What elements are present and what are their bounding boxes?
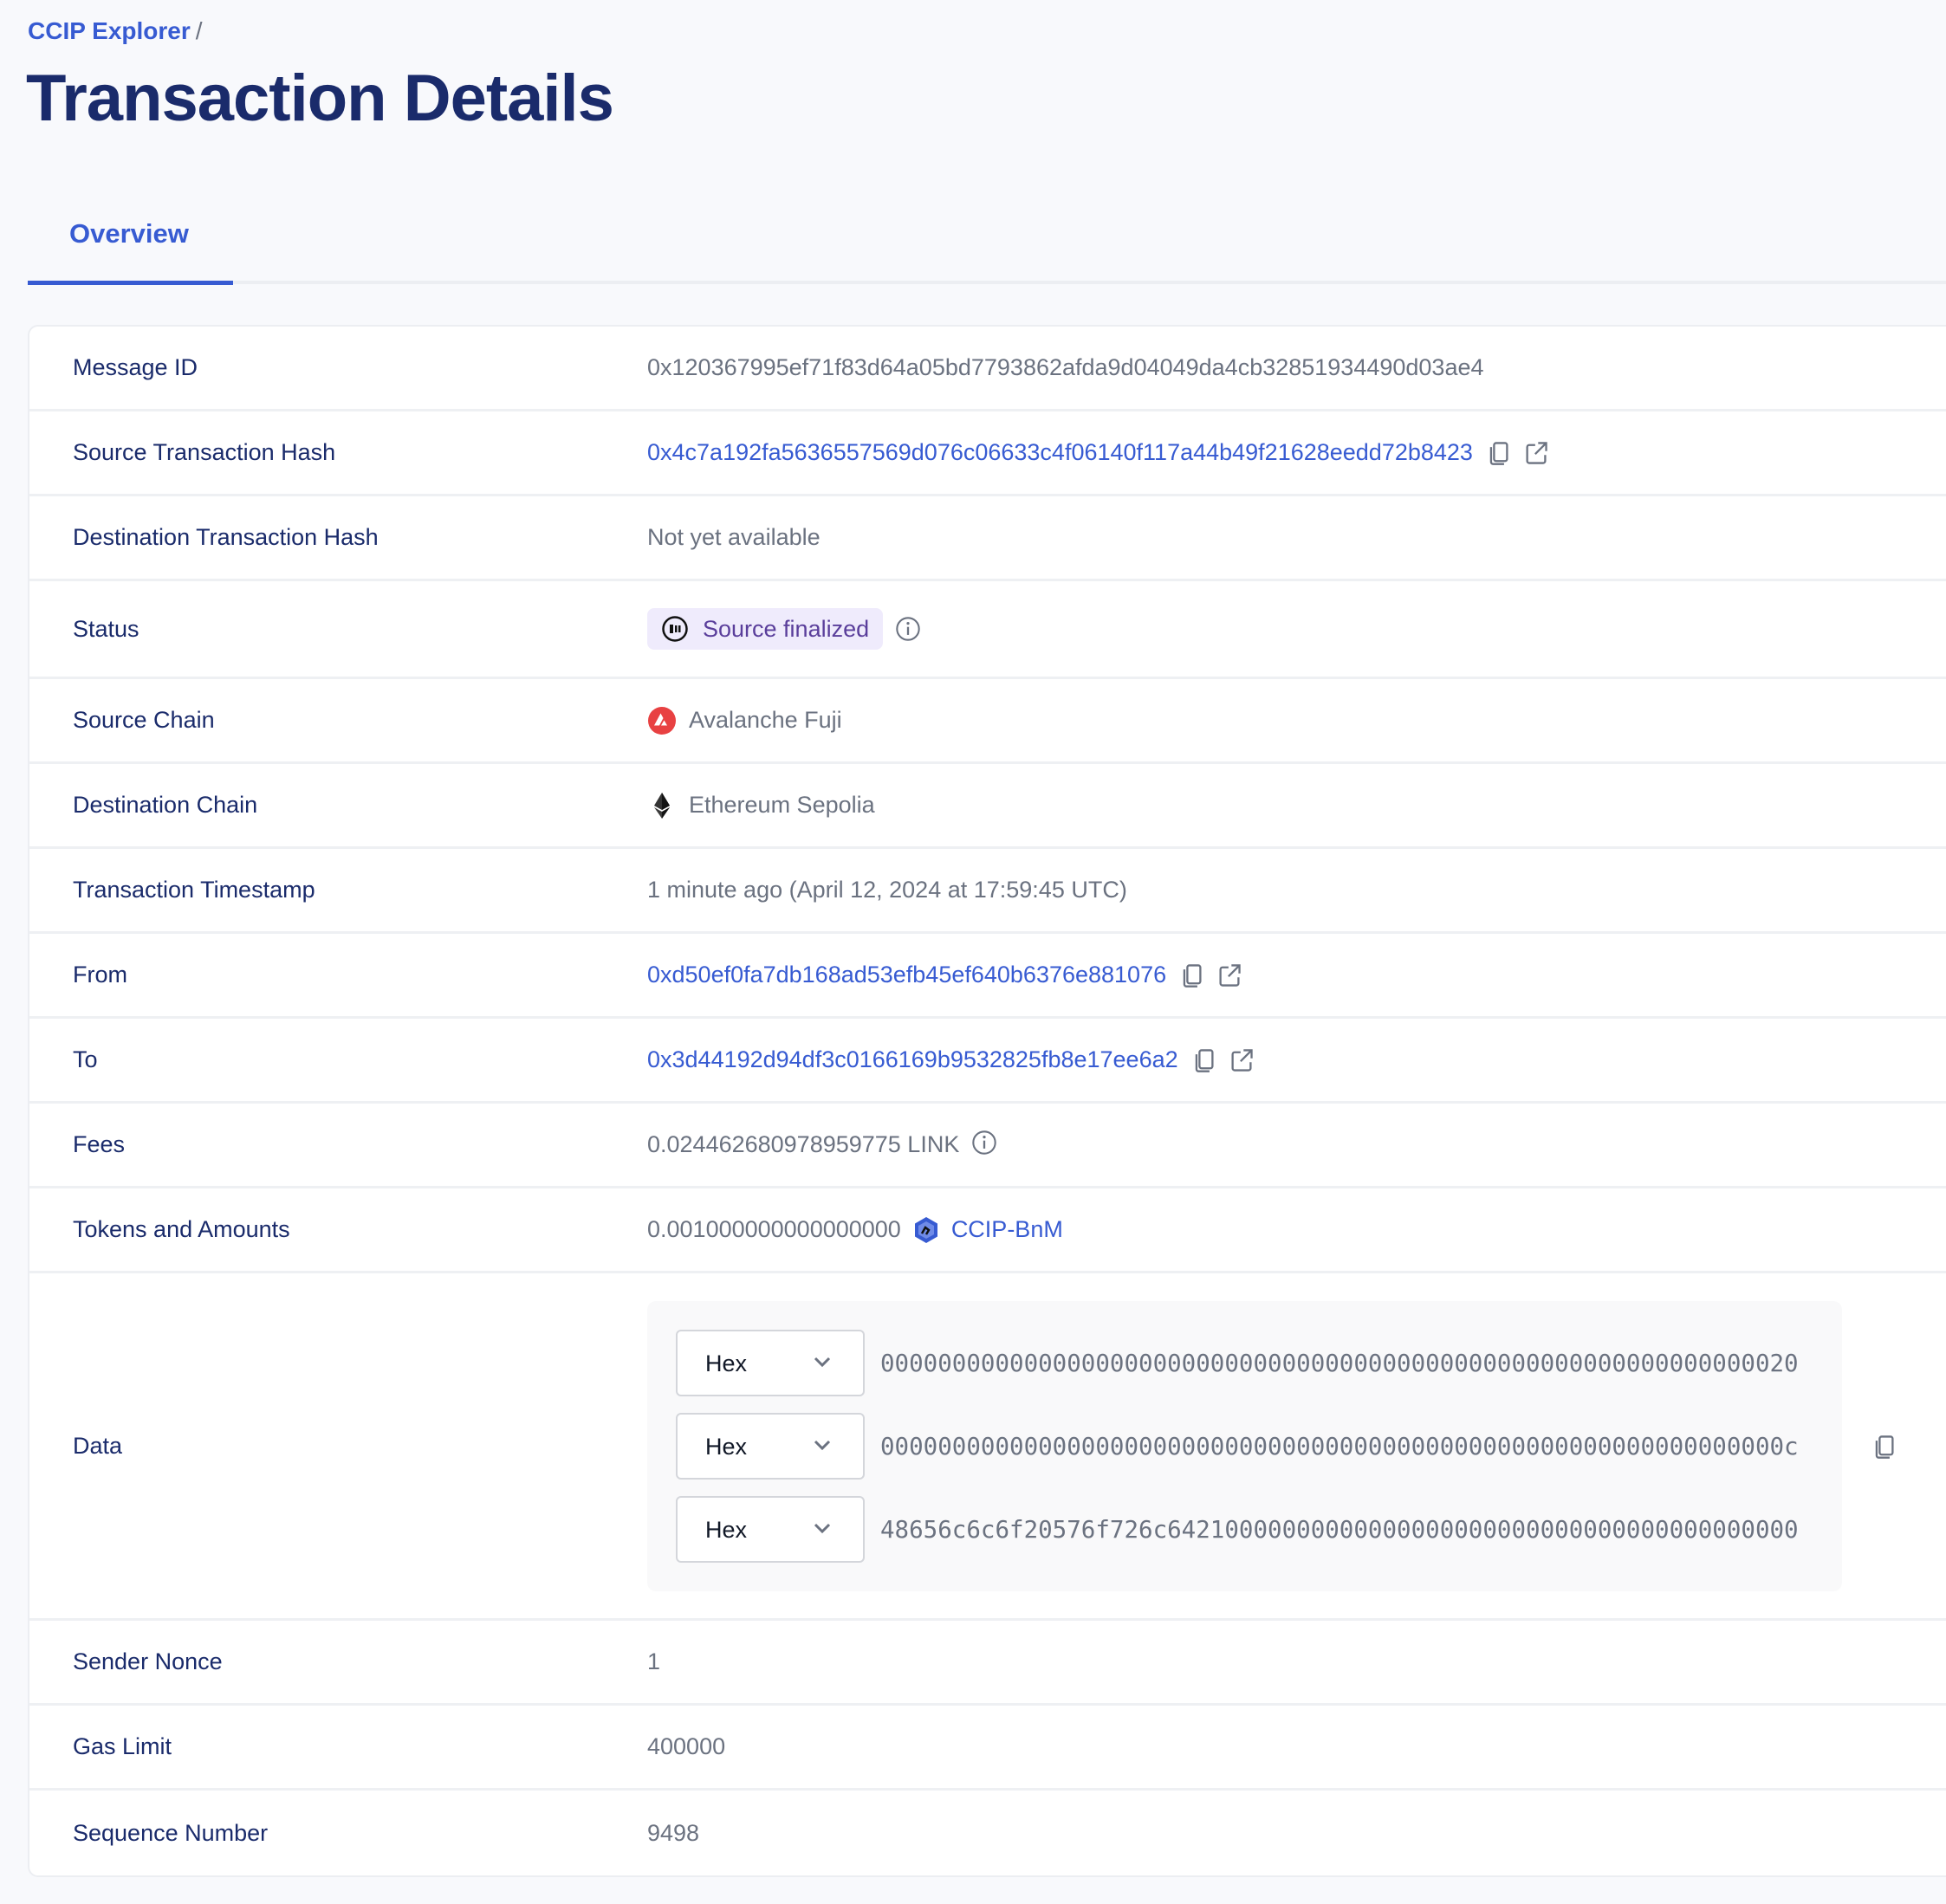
format-select[interactable]: Hex	[676, 1496, 865, 1563]
row-sender-nonce: Sender Nonce 1	[29, 1621, 1946, 1706]
tab-bar: Overview	[28, 199, 1946, 285]
chevron-down-icon	[814, 1523, 831, 1534]
info-icon[interactable]	[895, 616, 921, 642]
breadcrumb-ccip-explorer-link[interactable]: CCIP Explorer	[28, 17, 191, 44]
pause-circle-icon	[662, 616, 688, 642]
row-gas-limit: Gas Limit 400000	[29, 1706, 1946, 1791]
row-fees: Fees 0.024462680978959775 LINK	[29, 1104, 1946, 1188]
format-select-value: Hex	[705, 1350, 748, 1376]
ethereum-icon	[654, 792, 670, 819]
page-title: Transaction Details	[26, 62, 614, 135]
data-line: Hex 000000000000000000000000000000000000…	[676, 1413, 1799, 1480]
format-select-value: Hex	[705, 1434, 748, 1460]
label: Destination Transaction Hash	[73, 524, 379, 550]
gas-limit-value: 400000	[647, 1733, 726, 1759]
copy-icon[interactable]	[1485, 440, 1511, 466]
label: To	[73, 1046, 98, 1072]
status-text: Source finalized	[703, 615, 870, 642]
label: Data	[73, 1432, 123, 1459]
row-status: Status Source finalized	[29, 581, 1946, 679]
row-tokens-amounts: Tokens and Amounts 0.001000000000000000 …	[29, 1188, 1946, 1273]
data-line: Hex 48656c6c6f20576f726c6421000000000000…	[676, 1496, 1799, 1563]
chevron-down-icon	[814, 1440, 831, 1451]
row-destination-chain: Destination Chain Ethereum Sepolia	[29, 764, 1946, 849]
fees-value: 0.024462680978959775 LINK	[647, 1131, 960, 1157]
row-dest-tx-hash: Destination Transaction Hash Not yet ava…	[29, 496, 1946, 581]
from-address-link[interactable]: 0xd50ef0fa7db168ad53efb45ef640b6376e8810…	[647, 962, 1167, 988]
format-select[interactable]: Hex	[676, 1413, 865, 1480]
label: Sender Nonce	[73, 1648, 223, 1674]
label: Source Chain	[73, 707, 215, 733]
breadcrumb: CCIP Explorer /	[28, 17, 203, 45]
copy-icon[interactable]	[1871, 1434, 1897, 1460]
data-box: Hex 000000000000000000000000000000000000…	[647, 1301, 1842, 1591]
avalanche-icon	[648, 706, 676, 735]
row-data: Data Hex 0000000000000000000000000000000…	[29, 1273, 1946, 1621]
external-link-icon[interactable]	[1523, 440, 1549, 466]
source-chain-name: Avalanche Fuji	[689, 707, 842, 733]
breadcrumb-separator: /	[195, 17, 203, 44]
label: Status	[73, 615, 139, 642]
data-hex-value: 48656c6c6f20576f726c64210000000000000000…	[880, 1515, 1799, 1544]
message-id-value: 0x120367995ef71f83d64a05bd7793862afda9d0…	[647, 354, 1484, 380]
row-source-tx-hash: Source Transaction Hash 0x4c7a192fa56365…	[29, 411, 1946, 496]
external-link-icon[interactable]	[1216, 962, 1242, 988]
label: Gas Limit	[73, 1733, 172, 1759]
label: Sequence Number	[73, 1819, 269, 1846]
chevron-down-icon	[814, 1357, 831, 1368]
ccip-bnm-token-icon	[914, 1216, 937, 1243]
source-tx-hash-link[interactable]: 0x4c7a192fa5636557569d076c06633c4f06140f…	[647, 439, 1473, 465]
data-hex-value: 0000000000000000000000000000000000000000…	[880, 1432, 1799, 1460]
row-from: From 0xd50ef0fa7db168ad53efb45ef640b6376…	[29, 934, 1946, 1019]
format-select-value: Hex	[705, 1517, 748, 1543]
label: Source Transaction Hash	[73, 439, 336, 465]
sender-nonce-value: 1	[647, 1648, 661, 1674]
info-icon[interactable]	[971, 1130, 997, 1156]
copy-icon[interactable]	[1190, 1047, 1216, 1073]
format-select[interactable]: Hex	[676, 1330, 865, 1396]
row-timestamp: Transaction Timestamp 1 minute ago (Apri…	[29, 849, 1946, 934]
status-badge: Source finalized	[647, 608, 884, 650]
to-address-link[interactable]: 0x3d44192d94df3c0166169b9532825fb8e17ee6…	[647, 1046, 1178, 1072]
label: Fees	[73, 1131, 126, 1157]
destination-chain-name: Ethereum Sepolia	[689, 792, 875, 818]
transaction-details-card: Message ID 0x120367995ef71f83d64a05bd779…	[28, 325, 1946, 1877]
token-link[interactable]: CCIP-BnM	[950, 1216, 1063, 1242]
tab-overview[interactable]: Overview	[28, 199, 233, 285]
copy-icon[interactable]	[1178, 962, 1204, 988]
row-source-chain: Source Chain Avalanche Fuji	[29, 679, 1946, 764]
dest-tx-hash-value: Not yet available	[647, 524, 821, 550]
token-amount: 0.001000000000000000	[647, 1216, 901, 1242]
label: Transaction Timestamp	[73, 877, 315, 903]
data-line: Hex 000000000000000000000000000000000000…	[676, 1330, 1799, 1396]
tab-label: Overview	[69, 218, 189, 249]
sequence-number-value: 9498	[647, 1819, 700, 1846]
label: Message ID	[73, 354, 198, 380]
row-message-id: Message ID 0x120367995ef71f83d64a05bd779…	[29, 327, 1946, 411]
data-hex-value: 0000000000000000000000000000000000000000…	[880, 1349, 1799, 1377]
label: From	[73, 962, 127, 988]
label: Destination Chain	[73, 792, 258, 818]
row-to: To 0x3d44192d94df3c0166169b9532825fb8e17…	[29, 1019, 1946, 1104]
timestamp-value: 1 minute ago (April 12, 2024 at 17:59:45…	[647, 877, 1127, 903]
external-link-icon[interactable]	[1229, 1047, 1255, 1073]
row-sequence-number: Sequence Number 9498	[29, 1791, 1946, 1875]
label: Tokens and Amounts	[73, 1216, 290, 1242]
